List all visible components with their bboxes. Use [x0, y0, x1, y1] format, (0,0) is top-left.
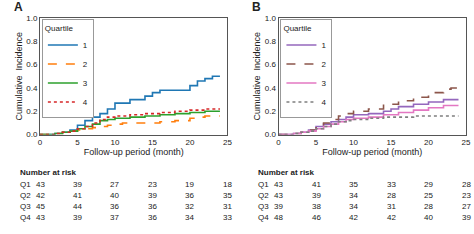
svg-text:2: 2 [83, 60, 88, 69]
svg-text:3: 3 [83, 79, 88, 88]
svg-text:0.8: 0.8 [26, 37, 38, 46]
svg-text:40: 40 [424, 213, 433, 222]
svg-text:19: 19 [185, 180, 194, 189]
svg-text:25: 25 [424, 191, 433, 200]
svg-text:39: 39 [462, 213, 471, 222]
svg-text:28: 28 [424, 202, 433, 211]
svg-text:35: 35 [349, 180, 358, 189]
svg-text:20: 20 [185, 138, 194, 147]
svg-text:41: 41 [312, 180, 321, 189]
svg-text:1.0: 1.0 [265, 14, 277, 23]
svg-text:37: 37 [110, 213, 119, 222]
svg-text:32: 32 [185, 202, 194, 211]
svg-text:43: 43 [274, 180, 283, 189]
svg-text:39: 39 [73, 213, 82, 222]
svg-text:5: 5 [75, 138, 80, 147]
svg-text:Quartile: Quartile [45, 24, 74, 33]
svg-text:46: 46 [312, 213, 321, 222]
svg-text:36: 36 [185, 191, 194, 200]
svg-text:0.0: 0.0 [265, 130, 277, 139]
svg-text:Q1: Q1 [258, 180, 269, 189]
svg-text:10: 10 [349, 138, 358, 147]
svg-text:29: 29 [424, 180, 433, 189]
svg-text:23: 23 [462, 191, 471, 200]
svg-text:39: 39 [73, 180, 82, 189]
svg-text:36: 36 [148, 213, 157, 222]
svg-text:A: A [14, 0, 23, 14]
svg-text:4: 4 [83, 98, 88, 107]
svg-text:Q4: Q4 [258, 213, 269, 222]
svg-text:Number at risk: Number at risk [258, 168, 315, 177]
svg-text:0.2: 0.2 [265, 107, 277, 116]
svg-text:0: 0 [276, 138, 281, 147]
svg-text:Number at risk: Number at risk [20, 168, 77, 177]
svg-text:34: 34 [349, 202, 358, 211]
svg-text:35: 35 [223, 191, 232, 200]
svg-text:31: 31 [223, 202, 232, 211]
svg-text:1.0: 1.0 [26, 14, 38, 23]
svg-text:15: 15 [387, 138, 396, 147]
svg-text:0: 0 [38, 138, 43, 147]
svg-text:44: 44 [73, 202, 82, 211]
svg-text:34: 34 [185, 213, 194, 222]
svg-text:40: 40 [110, 191, 119, 200]
svg-text:28: 28 [462, 180, 471, 189]
svg-text:0.0: 0.0 [26, 130, 38, 139]
svg-text:15: 15 [148, 138, 157, 147]
svg-text:33: 33 [223, 213, 232, 222]
svg-text:Q2: Q2 [258, 191, 269, 200]
svg-text:1: 1 [321, 41, 326, 50]
svg-text:39: 39 [312, 191, 321, 200]
svg-text:48: 48 [274, 213, 283, 222]
svg-text:42: 42 [36, 191, 45, 200]
svg-text:36: 36 [110, 202, 119, 211]
svg-text:43: 43 [274, 191, 283, 200]
svg-text:25: 25 [223, 138, 232, 147]
svg-text:34: 34 [349, 191, 358, 200]
svg-text:Quartile: Quartile [283, 24, 312, 33]
svg-text:23: 23 [148, 180, 157, 189]
svg-text:B: B [252, 0, 261, 14]
svg-text:0.4: 0.4 [265, 84, 277, 93]
svg-text:45: 45 [36, 202, 45, 211]
svg-text:36: 36 [148, 202, 157, 211]
svg-text:Q2: Q2 [20, 191, 31, 200]
svg-text:1: 1 [83, 41, 88, 50]
svg-text:Cumulative Incidence: Cumulative Incidence [14, 32, 24, 121]
svg-text:0.8: 0.8 [265, 37, 277, 46]
svg-text:28: 28 [387, 191, 396, 200]
svg-text:33: 33 [387, 180, 396, 189]
svg-text:25: 25 [462, 138, 471, 147]
svg-text:0.2: 0.2 [26, 107, 38, 116]
svg-text:0.6: 0.6 [265, 60, 277, 69]
svg-text:41: 41 [73, 191, 82, 200]
svg-text:0.4: 0.4 [26, 84, 38, 93]
svg-text:2: 2 [321, 60, 326, 69]
svg-text:18: 18 [223, 180, 232, 189]
svg-text:31: 31 [387, 202, 396, 211]
svg-text:27: 27 [462, 202, 471, 211]
svg-text:Cumulative Incidence: Cumulative Incidence [252, 32, 262, 121]
svg-text:27: 27 [110, 180, 119, 189]
svg-text:Follow-up period (month): Follow-up period (month) [84, 147, 184, 157]
svg-text:20: 20 [424, 138, 433, 147]
svg-text:43: 43 [36, 180, 45, 189]
svg-text:Q1: Q1 [20, 180, 31, 189]
svg-text:42: 42 [387, 213, 396, 222]
svg-text:5: 5 [314, 138, 319, 147]
svg-text:39: 39 [148, 191, 157, 200]
svg-text:0.6: 0.6 [26, 60, 38, 69]
svg-text:4: 4 [321, 98, 326, 107]
svg-text:38: 38 [312, 202, 321, 211]
svg-text:Q3: Q3 [20, 202, 31, 211]
svg-text:39: 39 [274, 202, 283, 211]
svg-text:42: 42 [349, 213, 358, 222]
svg-text:Q4: Q4 [20, 213, 31, 222]
svg-text:3: 3 [321, 79, 326, 88]
svg-text:Follow-up period (month): Follow-up period (month) [322, 147, 422, 157]
svg-text:Q3: Q3 [258, 202, 269, 211]
svg-text:43: 43 [36, 213, 45, 222]
svg-text:10: 10 [111, 138, 120, 147]
